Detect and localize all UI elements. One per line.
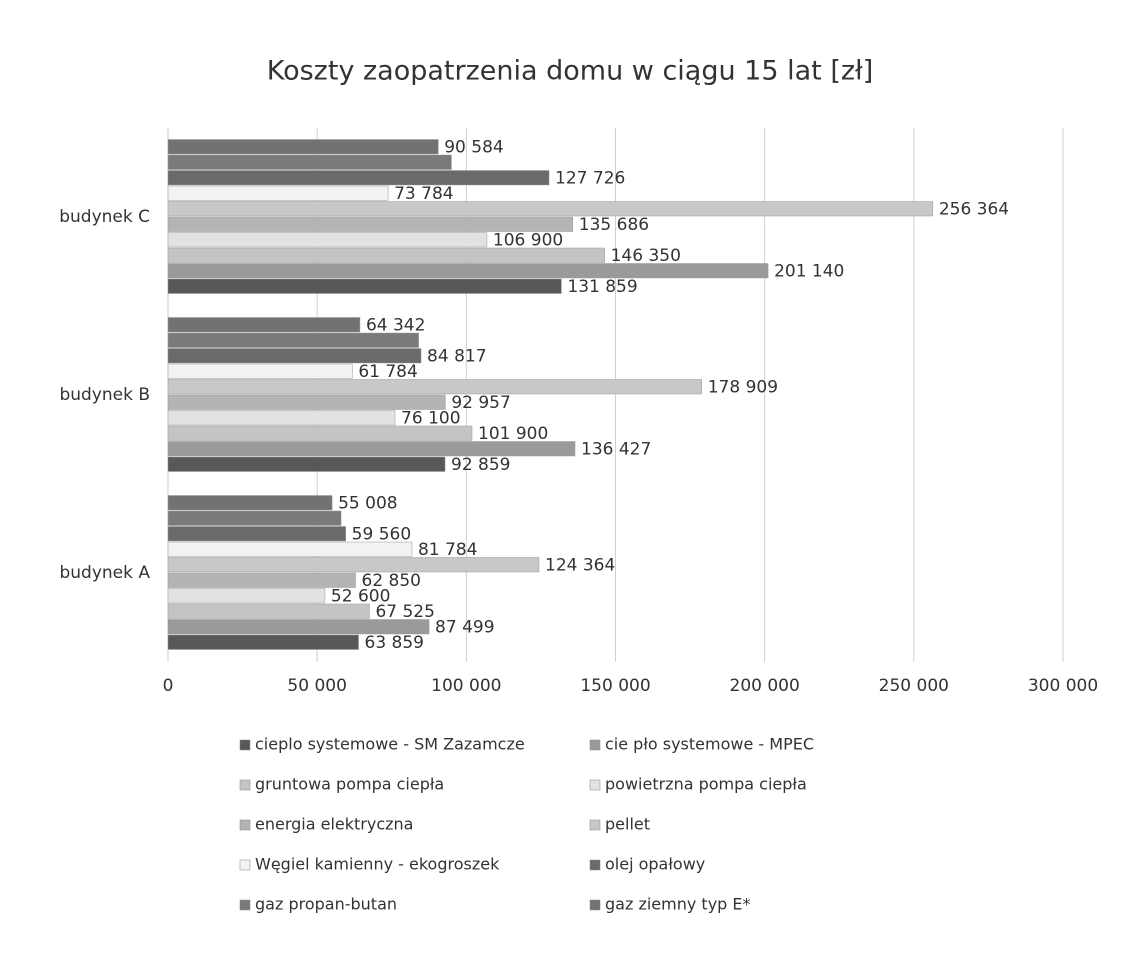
legend-swatch [589, 859, 601, 871]
bar [167, 263, 769, 279]
chart-title: Koszty zaopatrzenia domu w ciągu 15 lat … [267, 56, 874, 87]
legend-label: gruntowa pompa ciepła [255, 775, 444, 794]
y-tick-label: budynek C [59, 207, 150, 227]
x-tick-label: 0 [163, 676, 174, 696]
bar [167, 495, 333, 511]
bar [167, 379, 702, 395]
bar [167, 541, 413, 557]
legend-swatch [239, 819, 251, 831]
data-label: 106 900 [493, 230, 563, 250]
bar [167, 201, 934, 217]
bar [167, 332, 419, 348]
bar [167, 456, 446, 472]
legend-label: gaz ziemny typ E* [605, 895, 751, 914]
data-label: 67 525 [375, 602, 434, 622]
legend-swatch [239, 779, 251, 791]
legend-swatch [239, 899, 251, 911]
bar [167, 185, 389, 201]
legend-label: pellet [605, 815, 650, 834]
bar [167, 363, 353, 379]
bar [167, 170, 550, 186]
data-label: 64 342 [366, 315, 425, 335]
legend-label: powietrzna pompa ciepła [605, 775, 807, 794]
legend-swatch [589, 779, 601, 791]
legend-swatch [589, 819, 601, 831]
data-label: 84 817 [427, 346, 486, 366]
data-label: 73 784 [394, 184, 453, 204]
legend-label: energia elektryczna [255, 815, 413, 834]
data-label: 59 560 [352, 524, 411, 544]
data-label: 52 600 [331, 586, 390, 606]
bar [167, 588, 326, 604]
x-tick-label: 250 000 [879, 676, 949, 696]
data-label: 256 364 [939, 199, 1009, 219]
bar [167, 348, 422, 364]
bar [167, 510, 342, 526]
bar [167, 247, 605, 263]
x-tick-label: 50 000 [287, 676, 346, 696]
bar [167, 410, 396, 426]
data-label: 62 850 [362, 571, 421, 591]
data-label: 201 140 [774, 261, 844, 281]
legend-swatch [239, 859, 251, 871]
legend-label: cieplo systemowe - SM Zazamcze [255, 735, 525, 754]
x-tick-label: 300 000 [1028, 676, 1098, 696]
legend-swatch [589, 739, 601, 751]
data-label: 55 008 [338, 493, 397, 513]
data-label: 101 900 [478, 424, 548, 444]
bar [167, 154, 452, 170]
data-label: 87 499 [435, 617, 494, 637]
legend-label: gaz propan-butan [255, 895, 397, 914]
bar [167, 526, 346, 542]
bar [167, 139, 439, 155]
bar [167, 634, 359, 650]
x-tick-label: 150 000 [580, 676, 650, 696]
bar [167, 278, 562, 294]
bar [167, 572, 356, 588]
data-label: 76 100 [401, 408, 460, 428]
data-label: 146 350 [611, 246, 681, 266]
y-tick-label: budynek B [59, 385, 150, 405]
data-label: 63 859 [365, 633, 424, 653]
x-tick-label: 100 000 [431, 676, 501, 696]
bar [167, 216, 574, 232]
data-label: 135 686 [579, 215, 649, 235]
data-label: 92 957 [451, 393, 510, 413]
data-label: 131 859 [567, 277, 637, 297]
data-label: 81 784 [418, 540, 477, 560]
bar [167, 317, 361, 333]
bar [167, 619, 430, 635]
bar [167, 232, 488, 248]
bar [167, 441, 576, 457]
y-tick-label: budynek A [59, 563, 150, 583]
legend-swatch [589, 899, 601, 911]
legend-label: cie pło systemowe - MPEC [605, 735, 814, 754]
bar [167, 394, 446, 410]
data-label: 136 427 [581, 439, 651, 459]
bar [167, 557, 540, 573]
bar [167, 425, 473, 441]
data-label: 127 726 [555, 168, 625, 188]
bar [167, 603, 370, 619]
legend-swatch [239, 739, 251, 751]
data-label: 124 364 [545, 555, 615, 575]
legend-label: Węgiel kamienny - ekogroszek [255, 855, 500, 874]
x-tick-label: 200 000 [730, 676, 800, 696]
data-label: 92 859 [451, 455, 510, 475]
data-label: 90 584 [444, 137, 503, 157]
data-label: 178 909 [708, 377, 778, 397]
legend-label: olej opałowy [605, 855, 705, 874]
data-label: 61 784 [358, 362, 417, 382]
